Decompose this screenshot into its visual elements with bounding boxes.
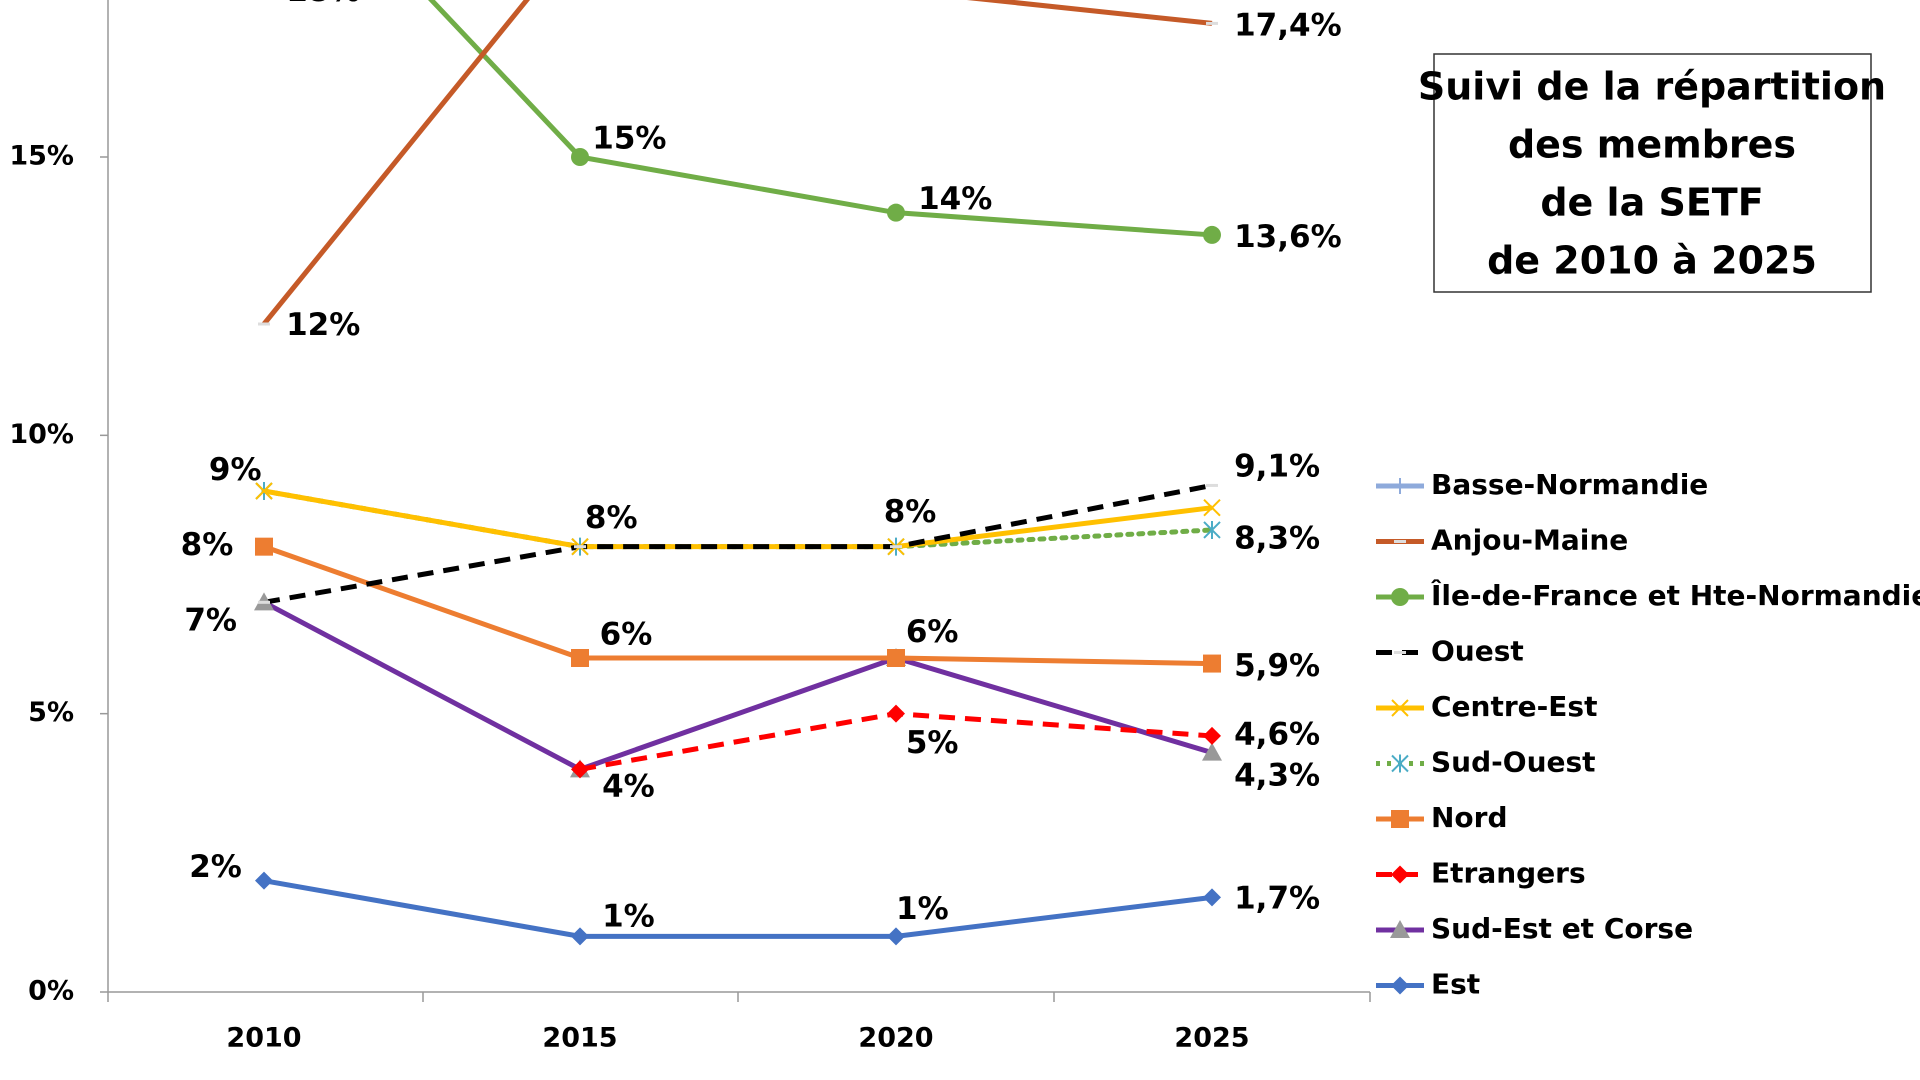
marker <box>1203 654 1221 673</box>
marker <box>255 537 273 556</box>
marker <box>1391 865 1409 884</box>
data-label: 1% <box>896 891 949 927</box>
legend-label: Ouest <box>1431 635 1524 668</box>
series-line <box>261 488 1215 550</box>
marker <box>1392 478 1408 494</box>
x-tick-label: 2015 <box>542 1023 617 1054</box>
chart-title: de 2010 à 2025 <box>1487 239 1817 283</box>
legend-label: Etrangers <box>1431 857 1586 890</box>
data-label: 15% <box>592 120 666 156</box>
marker <box>1391 976 1409 995</box>
y-tick-label: 0% <box>28 976 74 1007</box>
series-line <box>263 482 1213 605</box>
legend-label: Basse-Normandie <box>1431 468 1708 501</box>
x-tick-label: 2025 <box>1174 1023 1249 1054</box>
y-tick-label: 5% <box>28 697 74 728</box>
legend-label: Est <box>1431 968 1480 1001</box>
data-label: 6% <box>906 614 959 650</box>
data-label: 8% <box>585 500 638 536</box>
marker <box>571 760 589 779</box>
data-label: 6% <box>600 616 653 652</box>
data-label: 8,3% <box>1234 520 1320 556</box>
data-label: 1% <box>602 898 655 934</box>
data-label: 1,7% <box>1234 880 1320 916</box>
marker <box>1391 754 1409 773</box>
data-label: 18% <box>286 0 360 9</box>
marker <box>1391 699 1409 717</box>
marker <box>887 704 905 723</box>
marker <box>887 203 905 222</box>
marker <box>1203 225 1221 244</box>
legend-label: Île-de-France et Hte-Normandie <box>1431 578 1920 612</box>
data-label: 5% <box>906 725 959 761</box>
data-label: 17,4% <box>1234 8 1342 44</box>
marker <box>1203 726 1221 745</box>
marker <box>571 148 589 166</box>
chart-title: des membres <box>1508 123 1796 167</box>
data-label: 9,1% <box>1234 449 1320 485</box>
marker <box>255 871 273 890</box>
series-line <box>428 0 1213 238</box>
chart-title: de la SETF <box>1540 181 1763 225</box>
x-tick-label: 2010 <box>226 1023 301 1054</box>
data-label: 5,9% <box>1234 648 1320 684</box>
data-label: 4% <box>602 768 655 804</box>
marker <box>255 482 273 500</box>
data-label: 13,6% <box>1234 219 1342 255</box>
y-tick-label: 15% <box>9 141 74 172</box>
series-line <box>263 878 1213 939</box>
series-line <box>263 544 1213 667</box>
marker <box>1203 498 1221 517</box>
data-label: 12% <box>286 307 360 343</box>
marker <box>1390 920 1410 938</box>
data-label: 2% <box>189 849 242 885</box>
legend-label: Centre-Est <box>1431 690 1597 723</box>
series-line <box>263 488 1213 550</box>
marker <box>887 927 905 946</box>
data-label: 8% <box>884 494 937 530</box>
marker <box>1202 742 1222 761</box>
legend-label: Sud-Ouest <box>1431 746 1596 779</box>
data-label: 7% <box>184 602 237 638</box>
legend-label: Sud-Est et Corse <box>1431 912 1693 945</box>
chart-title: Suivi de la répartition <box>1418 65 1886 109</box>
y-tick-label: 10% <box>9 419 74 450</box>
marker <box>1203 888 1221 907</box>
marker <box>1391 810 1409 828</box>
marker <box>571 927 589 946</box>
data-label: 9% <box>209 452 262 488</box>
data-label: 4,6% <box>1234 716 1320 752</box>
series-line <box>262 600 1213 773</box>
x-tick-label: 2020 <box>858 1023 933 1054</box>
marker <box>571 649 589 667</box>
data-label: 4,3% <box>1234 758 1320 794</box>
marker <box>887 649 905 667</box>
marker <box>1391 588 1409 606</box>
data-label: 14% <box>918 181 992 217</box>
legend-label: Anjou-Maine <box>1431 524 1628 557</box>
legend-label: Nord <box>1431 801 1508 834</box>
title-box <box>1433 53 1872 293</box>
data-label: 8% <box>181 527 234 563</box>
series-line <box>262 0 1213 326</box>
marker <box>1203 520 1221 539</box>
